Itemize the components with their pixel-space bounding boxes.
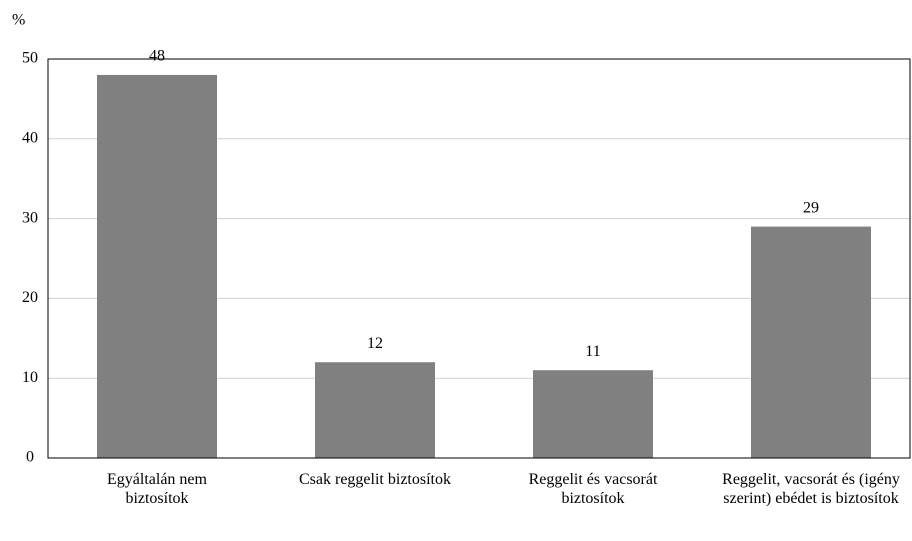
- value-label: 48: [149, 48, 165, 65]
- value-label: 29: [803, 199, 819, 216]
- bar: [315, 362, 435, 458]
- y-tick-label: 20: [22, 289, 38, 306]
- y-tick-label: 50: [22, 50, 38, 67]
- bar: [97, 74, 217, 459]
- value-label: 11: [585, 343, 600, 360]
- x-tick-label: Egyáltalán nem biztosítok: [107, 471, 207, 507]
- y-axis-label: %: [12, 12, 25, 29]
- bar: [751, 226, 871, 458]
- y-tick-label: 10: [22, 369, 38, 386]
- y-tick-label: 30: [22, 209, 38, 226]
- x-tick-label: Csak reggelit biztosítok: [299, 471, 451, 488]
- x-tick-label: Reggelit, vacsorát és (igény szerint) eb…: [722, 471, 900, 507]
- x-tick-label: Reggelit és vacsorát biztosítok: [528, 471, 658, 507]
- y-tick-label: 40: [22, 129, 38, 146]
- y-tick-label: 0: [26, 449, 34, 466]
- bar: [533, 370, 653, 458]
- value-label: 12: [367, 335, 383, 352]
